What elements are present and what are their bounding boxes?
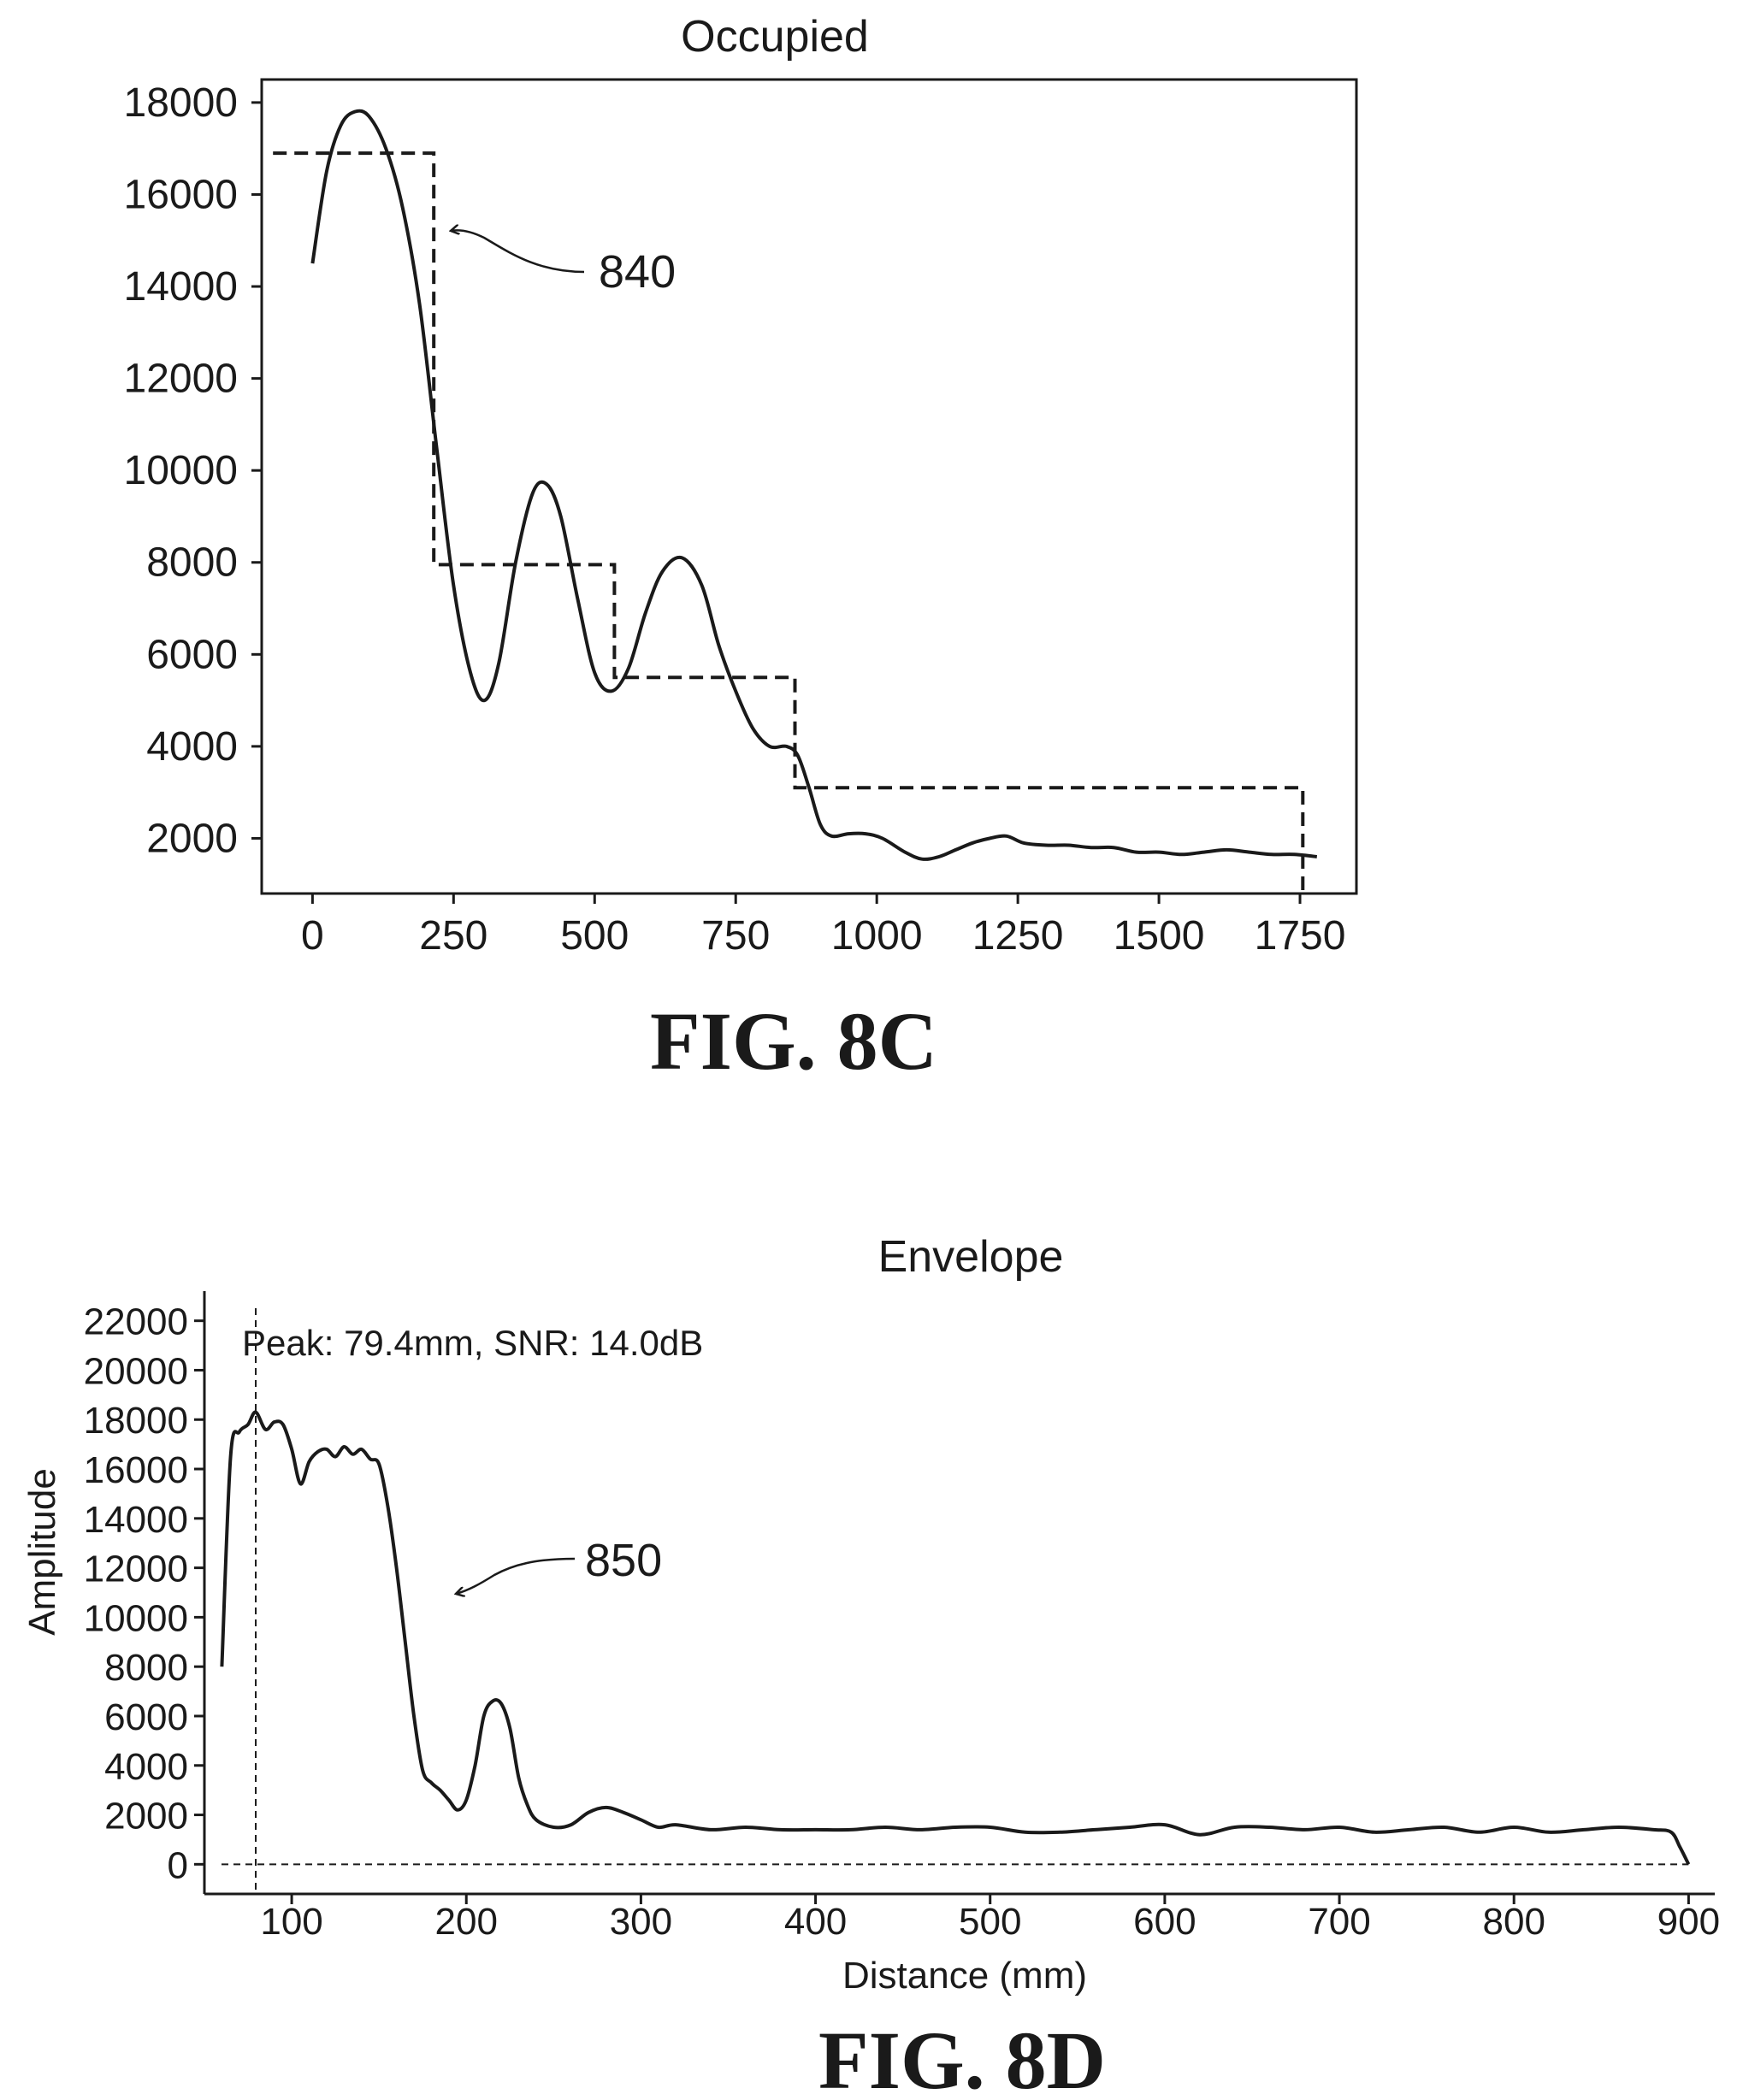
chart-8c-frame [260, 78, 1358, 895]
x-tick-label: 300 [610, 1901, 672, 1943]
x-tick-label: 500 [959, 1901, 1021, 1943]
series-line [220, 1410, 1691, 1866]
y-tick-label: 6000 [146, 632, 238, 677]
series-line-step [273, 151, 1305, 894]
y-tick-label: 0 [168, 1844, 188, 1886]
y-tick-label: 14000 [124, 264, 238, 310]
y-tick-label: 10000 [124, 448, 238, 493]
chart-8d-annotation-arrow [456, 1557, 576, 1594]
x-tick-label: 600 [1133, 1901, 1196, 1943]
chart-8d-x-axis-label: Distance (mm) [842, 1955, 1087, 1997]
y-tick-label: 16000 [124, 172, 238, 217]
y-tick-label: 18000 [84, 1400, 188, 1442]
chart-8d-series [220, 1410, 1691, 1866]
chart-8c-annotation-label: 840 [599, 246, 676, 298]
chart-8c: Occupied 2000400060008000100001200014000… [124, 12, 1358, 1087]
chart-8d-figure-label: FIG. 8D [818, 2014, 1106, 2100]
x-tick-label: 750 [701, 913, 770, 959]
y-tick-label: 8000 [104, 1647, 188, 1689]
y-tick-label: 20000 [84, 1350, 188, 1392]
x-tick-label: 700 [1308, 1901, 1370, 1943]
chart-8d-y-axis-label: Amplitude [21, 1468, 63, 1636]
chart-8c-figure-label: FIG. 8C [650, 995, 937, 1087]
chart-8c-series [273, 109, 1318, 894]
y-tick-label: 14000 [84, 1499, 188, 1541]
chart-8d: Envelope 0 2000 4000 6000 8000 10000 12000 1400… [21, 1232, 1720, 2100]
x-tick-label: 100 [260, 1901, 322, 1943]
x-tick-label: 800 [1483, 1901, 1545, 1943]
chart-8c-y-ticks: 2000 4000 6000 8000 10000 12000 14000 16000 1800… [124, 80, 262, 861]
y-tick-label: 2000 [146, 816, 238, 861]
x-tick-label: 1250 [972, 913, 1064, 959]
chart-8c-title: Occupied [681, 12, 869, 62]
x-tick-label: 1500 [1114, 913, 1205, 959]
x-tick-label: 500 [560, 913, 629, 959]
y-tick-label: 6000 [104, 1696, 188, 1738]
chart-8d-title: Envelope [878, 1232, 1064, 1282]
x-tick-label: 1750 [1255, 913, 1346, 959]
y-tick-label: 12000 [124, 357, 238, 402]
chart-8d-y-ticks: 0 2000 4000 6000 8000 10000 12000 14000 16000 180… [84, 1301, 204, 1886]
chart-8d-peak-text: Peak: 79.4mm, SNR: 14.0dB [242, 1323, 703, 1363]
series-line [310, 109, 1318, 861]
x-tick-label: 250 [419, 913, 487, 959]
x-tick-label: 200 [435, 1901, 498, 1943]
x-tick-label: 400 [784, 1901, 847, 1943]
x-tick-label: 900 [1657, 1901, 1720, 1943]
y-tick-label: 18000 [124, 80, 238, 126]
chart-8c-annotation-arrow [451, 230, 585, 274]
y-tick-label: 16000 [84, 1449, 188, 1491]
y-tick-label: 2000 [104, 1796, 188, 1838]
y-tick-label: 8000 [146, 540, 238, 586]
chart-8d-x-ticks: 100 200 300 400 500 600 700 800 900 [260, 1894, 1720, 1943]
y-tick-label: 4000 [104, 1746, 188, 1788]
y-tick-label: 12000 [84, 1548, 188, 1590]
x-tick-label: 0 [301, 913, 324, 959]
x-tick-label: 1000 [831, 913, 923, 959]
chart-8d-annotation-label: 850 [585, 1535, 662, 1586]
y-tick-label: 22000 [84, 1301, 188, 1343]
y-tick-label: 10000 [84, 1597, 188, 1639]
chart-8c-x-ticks: 0 250 500 750 1000 1250 1500 1750 [301, 894, 1345, 959]
y-tick-label: 4000 [146, 724, 238, 770]
